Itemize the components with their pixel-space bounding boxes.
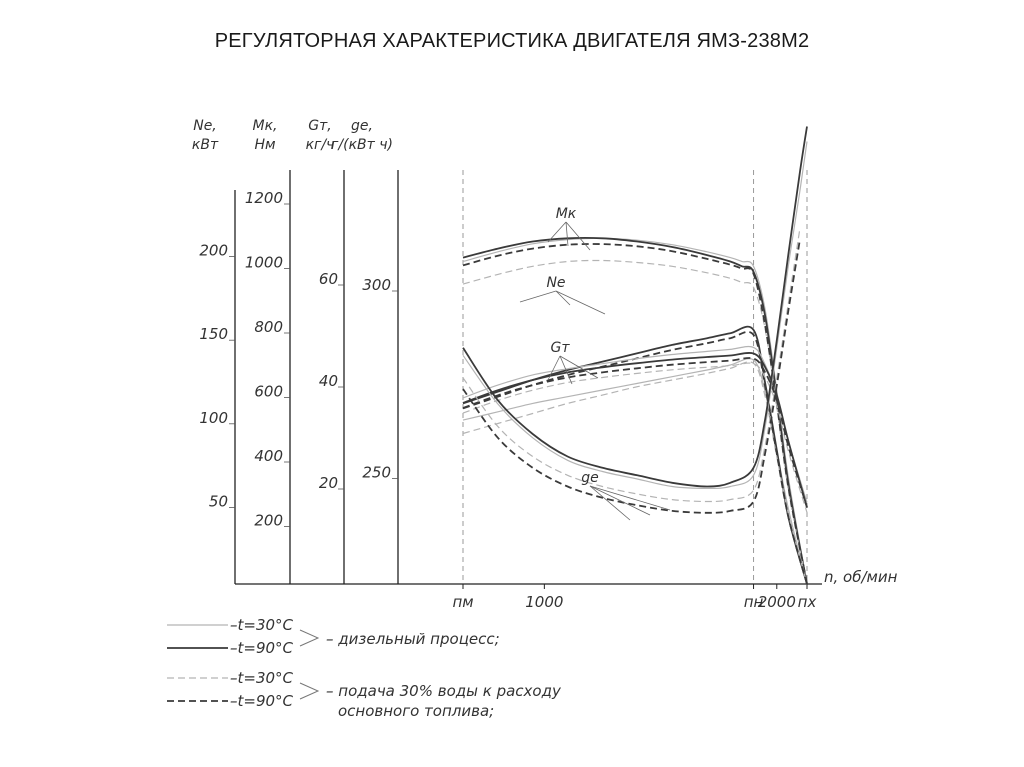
series-Gm-thick-dashed	[462, 357, 808, 508]
y-axis-label-ge-1: г/(кВт ч)	[331, 137, 393, 153]
legend-label-1: –t=90°C	[230, 639, 294, 657]
y-tick-label-ge-1: 300	[362, 276, 391, 294]
x-axis-label: n, об/мин	[824, 568, 898, 586]
series-ge-thick-solid	[462, 126, 808, 488]
series-Ne-thin-dashed	[462, 361, 808, 585]
y-tick-label-Mk-0: 200	[254, 512, 283, 530]
y-axis-label-Gm-0: Gт,	[308, 118, 331, 134]
series-Gm-thick-solid	[462, 351, 808, 508]
legend-label-0: –t=30°C	[230, 616, 294, 634]
y-axis-label-ge-0: ge,	[351, 118, 373, 134]
x-tick-label-3: 2000	[758, 593, 796, 611]
x-tick-label-1: 1000	[525, 593, 563, 611]
y-axis-label-Ne-0: Ne,	[193, 118, 217, 134]
y-tick-label-Gm-1: 40	[319, 372, 338, 390]
x-tick-label-2: пн	[744, 593, 764, 611]
y-tick-label-Mk-3: 800	[254, 318, 283, 336]
curve-leader-0-0	[547, 221, 567, 243]
curve-label-2: Gт	[550, 340, 570, 356]
curve-leader-0-1	[565, 221, 569, 247]
curve-leader-2-0	[547, 355, 561, 381]
y-axis-label-Gm-1: кг/ч	[306, 137, 335, 153]
y-tick-label-Ne-1: 100	[199, 409, 228, 427]
curve-leader-1-0	[519, 290, 557, 303]
legend-brace-1	[299, 682, 320, 700]
series-ge-thick-dashed	[462, 238, 801, 514]
series-Ne-thick-dashed	[462, 330, 808, 585]
y-tick-label-Mk-5: 1200	[245, 189, 283, 207]
curve-leader-2-1	[559, 355, 573, 385]
curve-label-0: Мк	[556, 206, 577, 222]
y-tick-label-Mk-1: 400	[254, 447, 283, 465]
curve-label-3: ge	[581, 470, 599, 486]
curve-leader-3-0	[589, 485, 631, 521]
chart-series	[462, 126, 808, 585]
curve-leader-3-1	[589, 485, 651, 516]
legend-group-text-1-1: основного топлива;	[338, 702, 494, 720]
curve-leader-1-1	[555, 290, 571, 306]
curve-leader-0-2	[565, 221, 591, 251]
legend-brace-0	[299, 629, 320, 647]
y-tick-label-Ne-3: 200	[199, 242, 228, 260]
chart-legend: –t=30°C –t=90°C –t=30°C –t=90°C – дизельный …	[167, 616, 562, 720]
series-Mk-thick-solid	[462, 236, 808, 585]
x-tick-label-4: пх	[798, 593, 817, 611]
y-axis-label-Mk-1: Нм	[254, 137, 276, 153]
legend-group-text-1-0: – подача 30% воды к расходу	[326, 682, 562, 700]
curve-leader-2-2	[559, 355, 599, 379]
curve-leader-1-2	[555, 290, 606, 315]
x-tick-label-0: пм	[452, 593, 473, 611]
y-tick-label-Gm-0: 20	[319, 474, 338, 492]
y-tick-label-Ne-2: 150	[199, 325, 228, 343]
y-tick-label-Mk-4: 1000	[245, 254, 283, 272]
curve-label-1: Ne	[546, 275, 565, 291]
series-ge-thin-solid	[462, 141, 808, 490]
legend-group-text-0-0: – дизельный процесс;	[326, 630, 500, 648]
y-tick-label-Ne-0: 50	[209, 492, 228, 510]
y-axis-label-Ne-1: кВт	[192, 137, 219, 153]
series-Mk-thick-dashed	[462, 243, 808, 585]
series-Gm-thin-dashed	[462, 362, 808, 513]
legend-label-3: –t=90°C	[230, 692, 294, 710]
chart-grid	[462, 170, 808, 584]
chart-curve-labels: Мк Ne Gт ge	[519, 206, 671, 521]
y-axis-label-Mk-0: Мк,	[253, 118, 278, 134]
y-tick-label-ge-0: 250	[362, 464, 391, 482]
y-tick-label-Mk-2: 600	[254, 383, 283, 401]
series-ge-thin-dashed	[462, 227, 801, 503]
page-title: РЕГУЛЯТОРНАЯ ХАРАКТЕРИСТИКА ДВИГАТЕЛЯ ЯМ…	[214, 30, 810, 52]
curve-leader-3-2	[589, 485, 671, 511]
y-tick-label-Gm-2: 60	[319, 270, 338, 288]
legend-label-2: –t=30°C	[230, 669, 294, 687]
